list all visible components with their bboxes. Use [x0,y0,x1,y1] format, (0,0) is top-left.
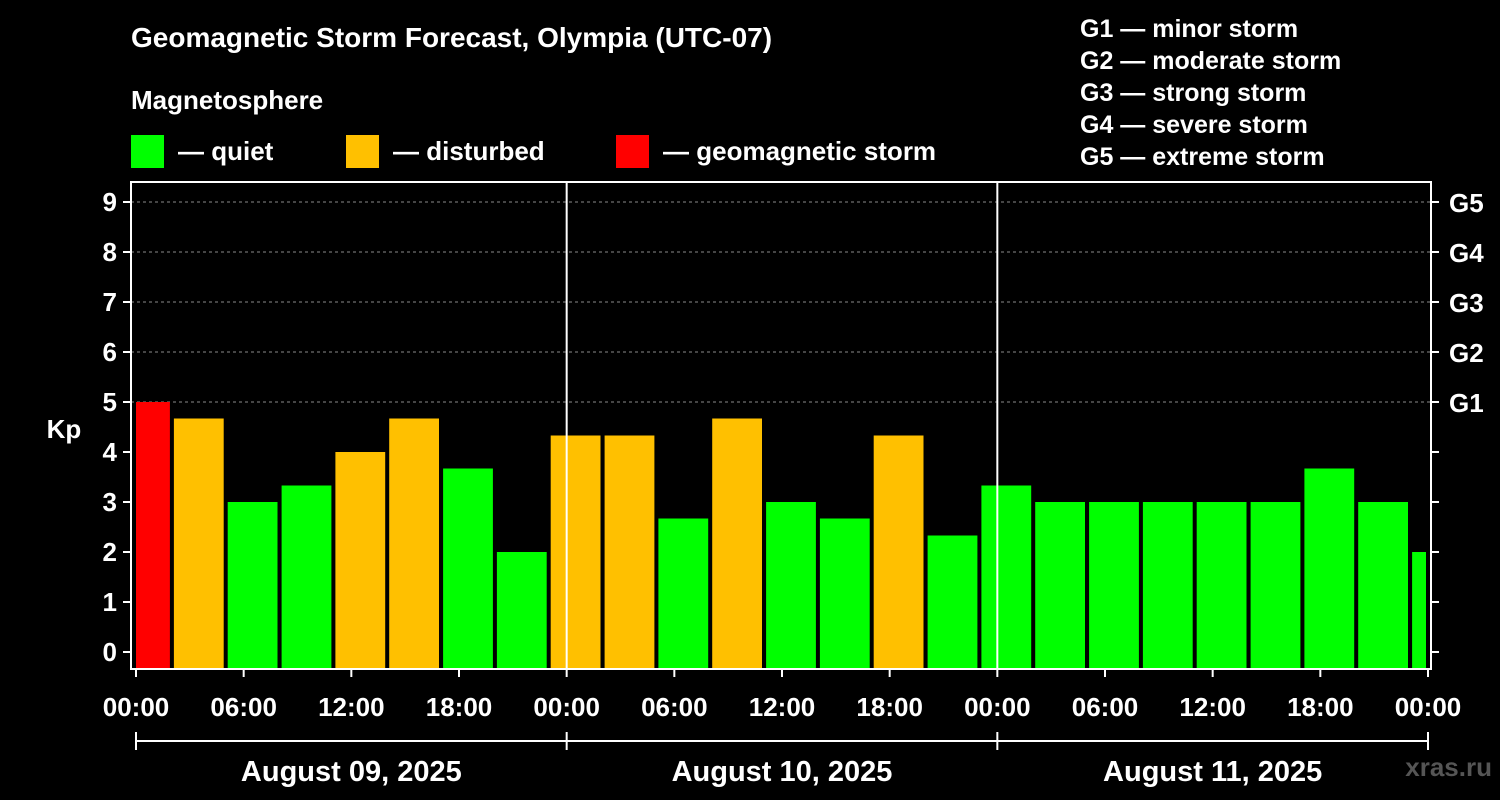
kp-bar-6 [443,468,493,669]
kp-bar-13 [819,518,870,669]
storm-scale-legend: G1 — minor storm G2 — moderate storm G3 … [1080,13,1341,173]
g-scale-label-g2: G2 [1449,338,1484,368]
x-tick-label-2: 12:00 [318,692,385,722]
kp-bar-3 [281,485,332,669]
y-tick-label-8: 8 [103,237,117,267]
day-label-2: August 11, 2025 [1103,756,1322,788]
day-label-1: August 10, 2025 [672,756,893,788]
kp-bar-5 [389,418,439,669]
x-tick-label-9: 06:00 [1072,692,1139,722]
x-tick-label-6: 12:00 [749,692,816,722]
kp-bar-22 [1304,468,1355,669]
kp-bar-12 [766,502,816,669]
chart-title: Geomagnetic Storm Forecast, Olympia (UTC… [131,22,773,53]
g-scale-label-g3: G3 [1449,288,1484,318]
kp-bar-24 [1412,552,1426,669]
legend-item-quiet: — quiet [131,134,273,168]
legend-swatch-quiet [131,134,164,168]
x-tick-label-10: 12:00 [1179,692,1246,722]
x-tick-label-4: 00:00 [533,692,600,722]
kp-bar-14 [873,435,924,669]
y-tick-label-6: 6 [103,337,117,367]
storm-scale-g3: G3 — strong storm [1080,79,1307,107]
storm-scale-g1: G1 — minor storm [1080,15,1299,43]
x-tick-label-7: 18:00 [856,692,923,722]
kp-bar-20 [1196,502,1247,669]
kp-bar-7 [496,552,547,669]
legend-swatch-storm [616,134,649,168]
legend-label-quiet: — quiet [178,135,274,166]
kp-bar-23 [1358,502,1408,669]
storm-scale-g4: G4 — severe storm [1080,111,1308,139]
watermark: xras.ru [1405,752,1492,782]
x-tick-label-11: 18:00 [1287,692,1354,722]
kp-bar-17 [1035,502,1085,669]
g-scale-label-g4: G4 [1449,238,1484,268]
legend-label-storm: — geomagnetic storm [663,135,937,166]
y-tick-label-3: 3 [103,487,117,517]
y-tick-label-0: 0 [103,637,117,667]
y-tick-label-4: 4 [103,437,118,467]
x-tick-label-8: 00:00 [964,692,1031,722]
kp-bar-8 [550,435,601,669]
y-tick-label-1: 1 [103,587,117,617]
kp-bar-4 [335,452,386,669]
legend-heading: Magnetosphere [131,85,324,115]
x-tick-label-1: 06:00 [210,692,277,722]
kp-bar-1 [173,418,224,669]
kp-bar-16 [981,485,1032,669]
legend-item-disturbed: — disturbed [346,134,545,168]
storm-scale-g5: G5 — extreme storm [1080,143,1325,171]
kp-bar-19 [1142,502,1193,669]
kp-bar-15 [927,535,978,669]
x-tick-label-5: 06:00 [641,692,708,722]
kp-bar-10 [658,518,709,669]
y-tick-label-7: 7 [103,287,117,317]
g-scale-label-g5: G5 [1449,188,1484,218]
legend-swatch-disturbed [346,134,379,168]
storm-scale-g2: G2 — moderate storm [1080,47,1342,75]
x-tick-label-3: 18:00 [426,692,493,722]
day-label-0: August 09, 2025 [241,756,462,788]
legend-item-storm: — geomagnetic storm [616,134,936,168]
y-tick-label-2: 2 [103,537,117,567]
kp-bar-18 [1089,502,1139,669]
y-axis-label: Kp [47,414,82,444]
x-tick-label-12: 00:00 [1395,692,1462,722]
kp-bar-21 [1250,502,1301,669]
x-tick-label-0: 00:00 [103,692,170,722]
kp-bar-11 [712,418,762,669]
g-scale-label-g1: G1 [1449,388,1484,418]
y-tick-label-5: 5 [103,387,117,417]
kp-bar-9 [604,435,655,669]
legend-label-disturbed: — disturbed [393,135,545,166]
y-tick-label-9: 9 [103,187,117,217]
kp-bar-2 [227,502,278,669]
kp-bar-0 [136,402,170,669]
